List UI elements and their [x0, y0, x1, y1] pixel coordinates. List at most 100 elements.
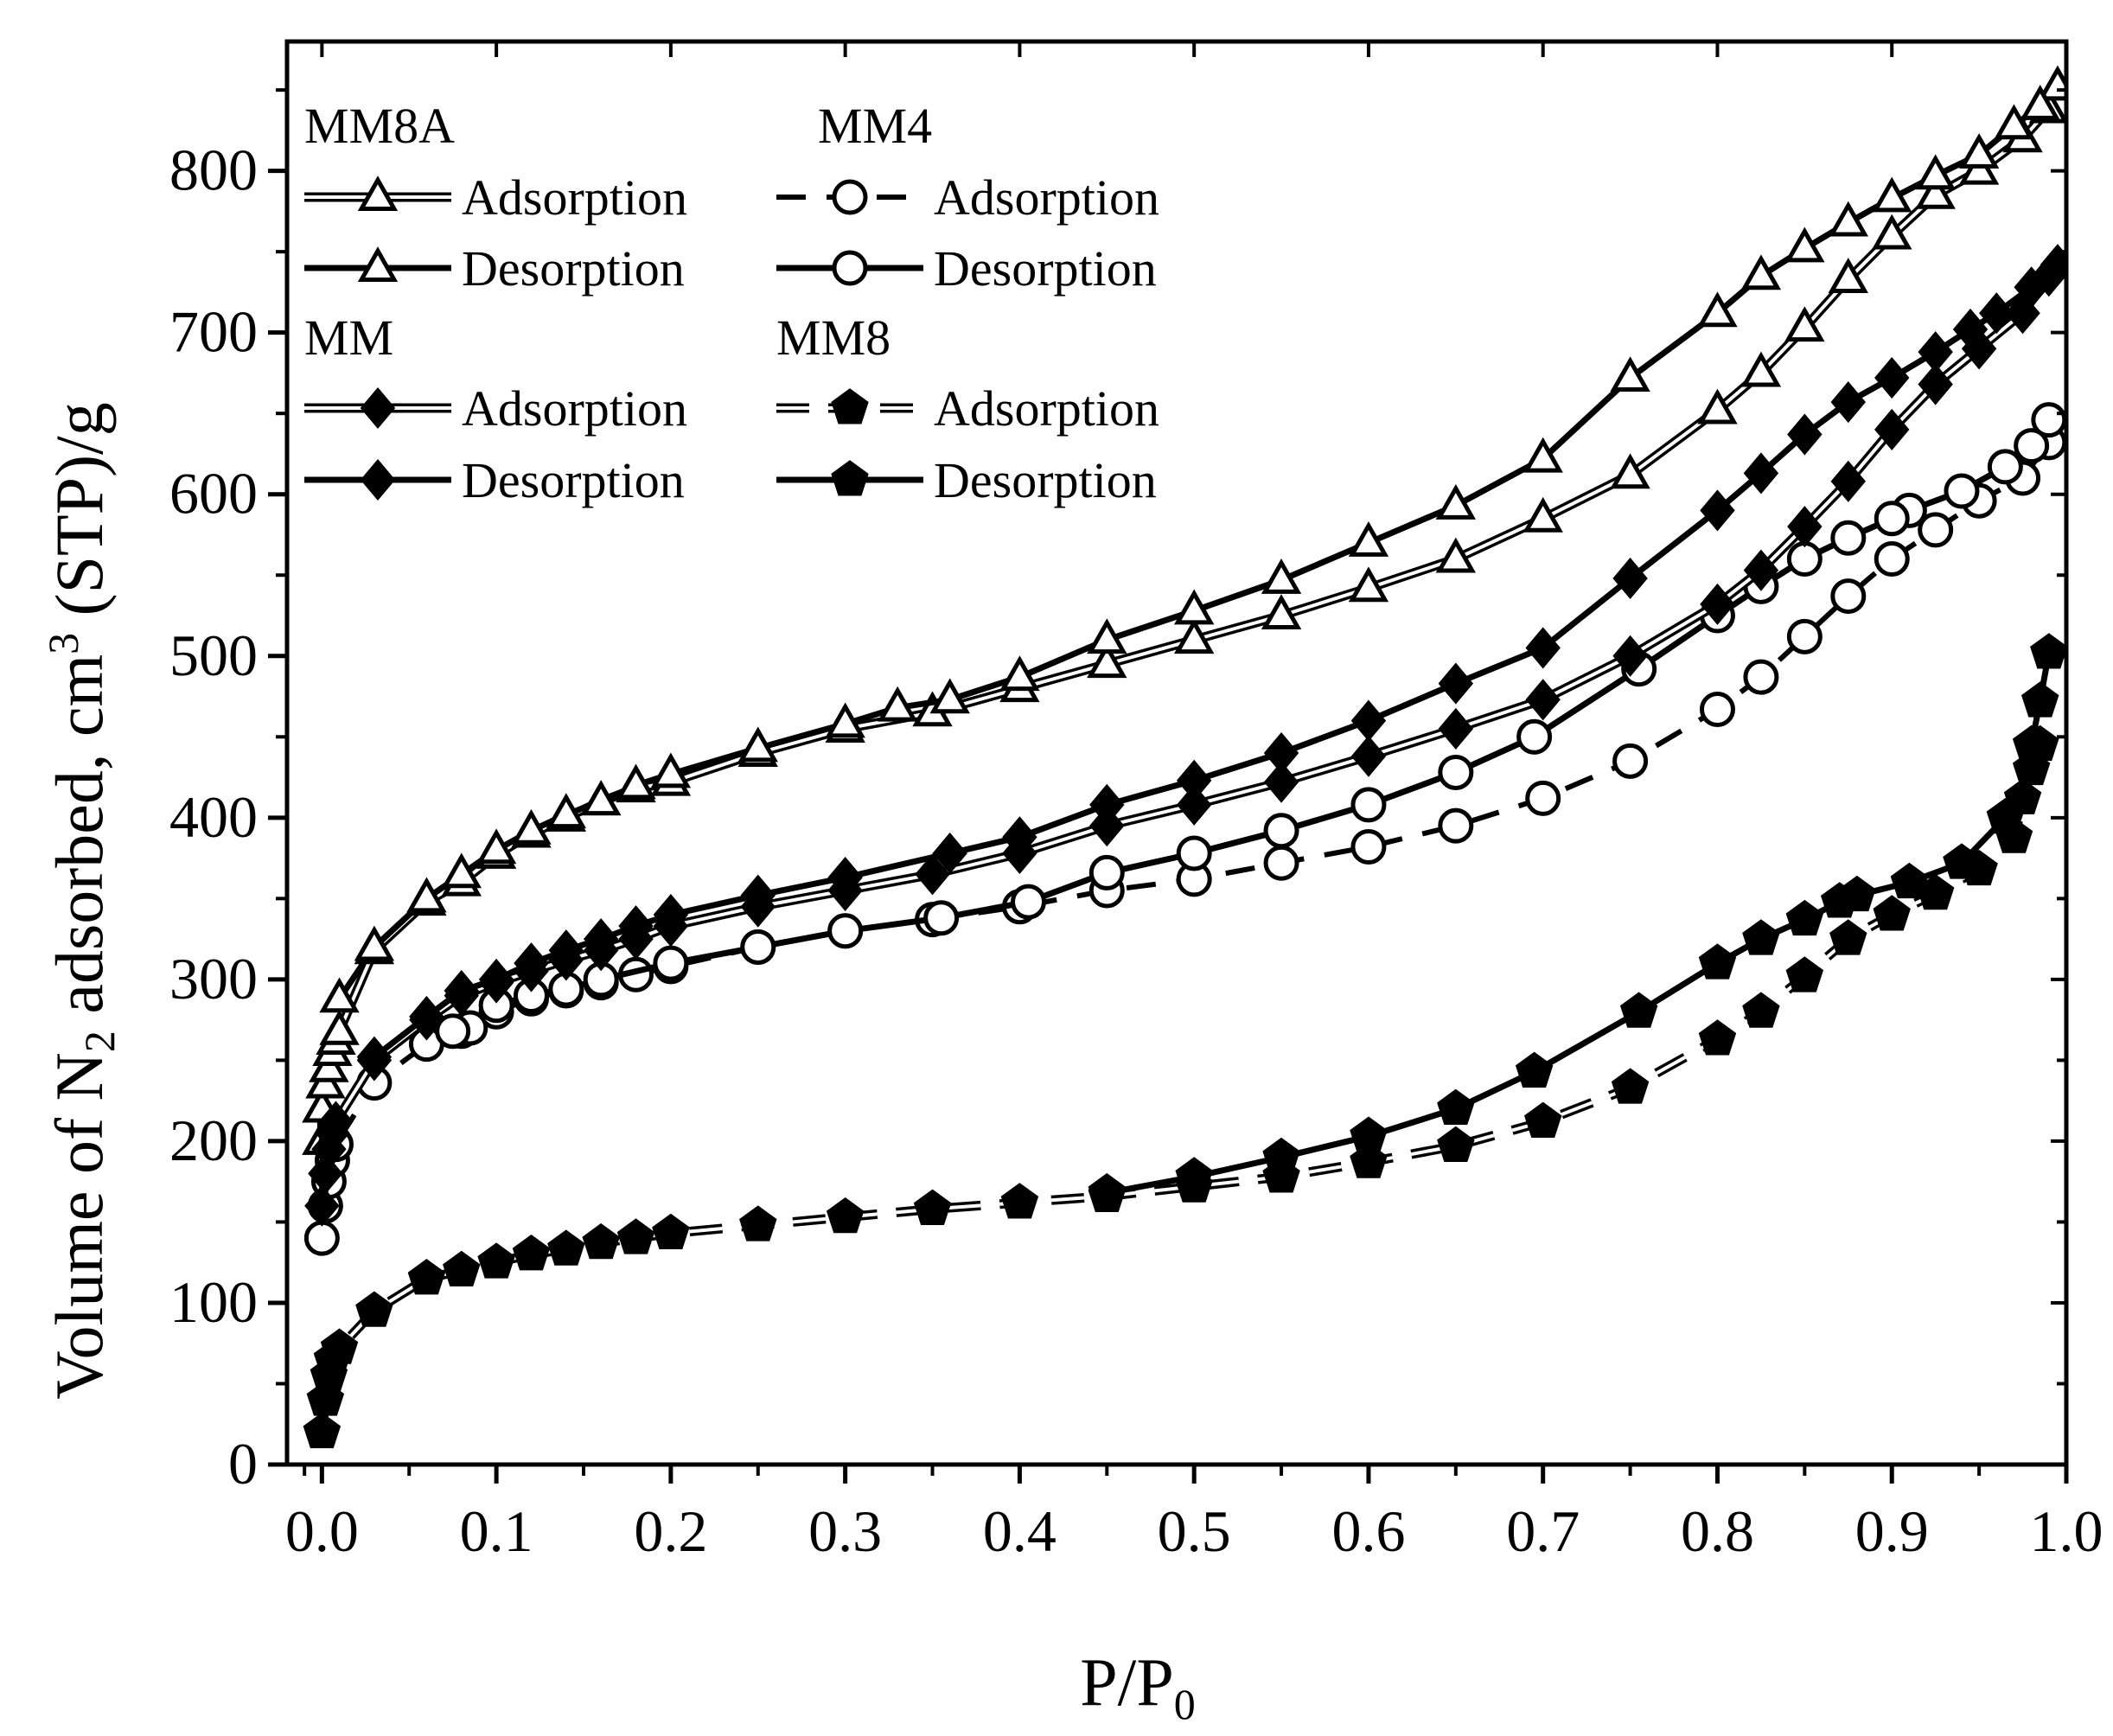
x-tick-label-1: 0.1 — [460, 1498, 533, 1564]
point-mm-desorption-26 — [478, 958, 514, 1000]
point-mm-desorption-9 — [1700, 489, 1735, 532]
legend-label-mm8-0: Adsorption — [934, 380, 1159, 437]
point-mm-adsorption-28 — [1830, 460, 1867, 502]
point-mm8-adsorption-4 — [320, 1328, 359, 1364]
point-mm8a-desorption-23 — [616, 763, 656, 800]
point-mm8a-desorption-25 — [546, 793, 587, 829]
plot-frame — [284, 39, 2069, 1467]
point-mm8a-adsorption-28 — [1740, 351, 1782, 387]
point-mm8-desorption-9 — [1785, 899, 1824, 936]
point-mm8-adsorption-16 — [913, 1189, 952, 1225]
point-mm8a-desorption-29 — [406, 877, 447, 913]
point-mm8a-adsorption-22 — [1261, 594, 1302, 630]
y-axis-title-part2: adsorbed, cm — [41, 654, 117, 1031]
legend-marker-mm8-1 — [831, 460, 869, 496]
y-tick-label-2: 200 — [169, 1107, 258, 1173]
point-mm8a-adsorption-26 — [1610, 453, 1650, 489]
point-mm4-desorption-7 — [1786, 541, 1823, 578]
legend-title-mm8a: MM8A — [304, 98, 455, 154]
point-mm-adsorption-30 — [1918, 363, 1953, 405]
x-tick-label-6: 0.6 — [1331, 1498, 1405, 1564]
point-mm-desorption-22 — [618, 905, 654, 948]
point-mm-adsorption-24 — [1612, 635, 1648, 677]
point-mm4-desorption-2 — [1987, 449, 2023, 485]
point-mm-desorption-24 — [548, 929, 584, 972]
x-tick-label-5: 0.5 — [1158, 1498, 1231, 1564]
point-mm-desorption-12 — [1438, 662, 1474, 705]
series-mm-desorption — [356, 244, 2066, 1078]
legend-label-mm4-0: Adsorption — [934, 169, 1159, 226]
point-mm8a-desorption-4 — [1915, 154, 1956, 190]
legend-label-mm-1: Desorption — [462, 452, 685, 508]
point-mm4-adsorption-0 — [303, 1220, 340, 1256]
point-mm8-desorption-8 — [1820, 882, 1859, 918]
point-mm-desorption-18 — [932, 832, 967, 875]
y-tick-label-4: 400 — [169, 784, 258, 850]
y-axis-title-sub: 2 — [75, 1031, 124, 1052]
point-mm-desorption-7 — [1787, 413, 1823, 456]
legend-marker-mm8a-1 — [357, 246, 399, 282]
point-mm8-desorption-2 — [2012, 724, 2051, 762]
point-mm-adsorption-19 — [1176, 783, 1212, 826]
point-mm8a-desorption-5 — [1872, 176, 1912, 213]
point-mm4-desorption-12 — [1438, 754, 1474, 790]
y-tick-label-7: 700 — [169, 299, 258, 365]
point-mm-desorption-1 — [2014, 266, 2049, 309]
point-mm-desorption-11 — [1525, 627, 1561, 669]
legend-label-mm8-1: Desorption — [934, 452, 1157, 508]
point-mm8a-desorption-28 — [441, 852, 482, 889]
y-axis-title-sup: 3 — [39, 633, 87, 654]
point-mm8a-desorption-14 — [1261, 558, 1302, 594]
point-mm8a-desorption-8 — [1740, 254, 1782, 290]
point-mm8-adsorption-0 — [303, 1412, 342, 1449]
point-mm8-adsorption-28 — [1829, 919, 1867, 955]
point-mm8a-desorption-15 — [1173, 589, 1215, 625]
series-mm4-desorption — [435, 402, 2066, 1050]
point-mm-adsorption-4 — [318, 1101, 354, 1143]
point-mm-adsorption-20 — [1263, 761, 1299, 803]
y-axis-title: Volume of N2 adsorbed, cm3 (STP)/g — [39, 402, 124, 1399]
point-mm-desorption-0 — [2040, 244, 2066, 286]
point-mm4-desorption-5 — [1874, 501, 1910, 537]
point-mm4-desorption-15 — [1176, 835, 1212, 871]
legend-label-mm4-1: Desorption — [934, 240, 1157, 297]
point-mm-desorption-15 — [1176, 759, 1212, 801]
point-mm4-adsorption-30 — [1918, 512, 1954, 548]
point-mm8a-desorption-26 — [511, 808, 552, 845]
series-mm8-adsorption — [303, 724, 2059, 1449]
point-mm8a-desorption-3 — [1958, 133, 2000, 169]
point-mm8-desorption-13 — [1515, 1051, 1554, 1088]
point-mm-desorption-29 — [356, 1036, 393, 1078]
point-mm8a-adsorption-23 — [1348, 566, 1389, 603]
point-mm-adsorption-21 — [1350, 735, 1387, 777]
point-mm8-adsorption-29 — [1873, 895, 1911, 931]
point-mm-desorption-20 — [740, 874, 776, 916]
point-mm8-adsorption-17 — [1000, 1183, 1039, 1219]
point-mm8a-desorption-31 — [319, 977, 360, 1013]
x-tick-label-10: 1.0 — [2030, 1498, 2103, 1564]
point-mm-desorption-2 — [1979, 292, 2014, 335]
point-mm-desorption-4 — [1918, 331, 1953, 373]
legend-label-mm8a-1: Desorption — [462, 240, 685, 297]
point-mm8a-adsorption-24 — [1435, 537, 1477, 573]
point-mm8-adsorption-5 — [355, 1291, 393, 1327]
point-mm4-desorption-27 — [435, 1013, 471, 1050]
x-axis-title-main: P/P — [1080, 1644, 1173, 1720]
point-mm4-desorption-20 — [740, 929, 776, 965]
point-mm8a-desorption-19 — [877, 686, 918, 722]
point-mm8-desorption-14 — [1437, 1088, 1475, 1125]
y-tick-label-1: 100 — [169, 1269, 258, 1335]
x-tick-label-7: 0.7 — [1506, 1498, 1580, 1564]
point-mm8a-adsorption-31 — [1872, 214, 1912, 250]
point-mm4-adsorption-26 — [1743, 659, 1779, 695]
point-mm8a-desorption-12 — [1435, 483, 1477, 520]
point-mm8a-desorption-7 — [1784, 227, 1825, 263]
point-mm8a-desorption-17 — [999, 655, 1040, 692]
point-mm8-desorption-0 — [2030, 633, 2066, 669]
point-mm8a-adsorption-20 — [1087, 642, 1127, 679]
legend-label-mm-0: Adsorption — [462, 380, 687, 437]
point-mm8a-desorption-1 — [2020, 84, 2060, 120]
point-mm-desorption-8 — [1743, 452, 1779, 495]
point-mm8-desorption-5 — [1943, 843, 1981, 879]
point-mm-adsorption-0 — [304, 1184, 340, 1227]
